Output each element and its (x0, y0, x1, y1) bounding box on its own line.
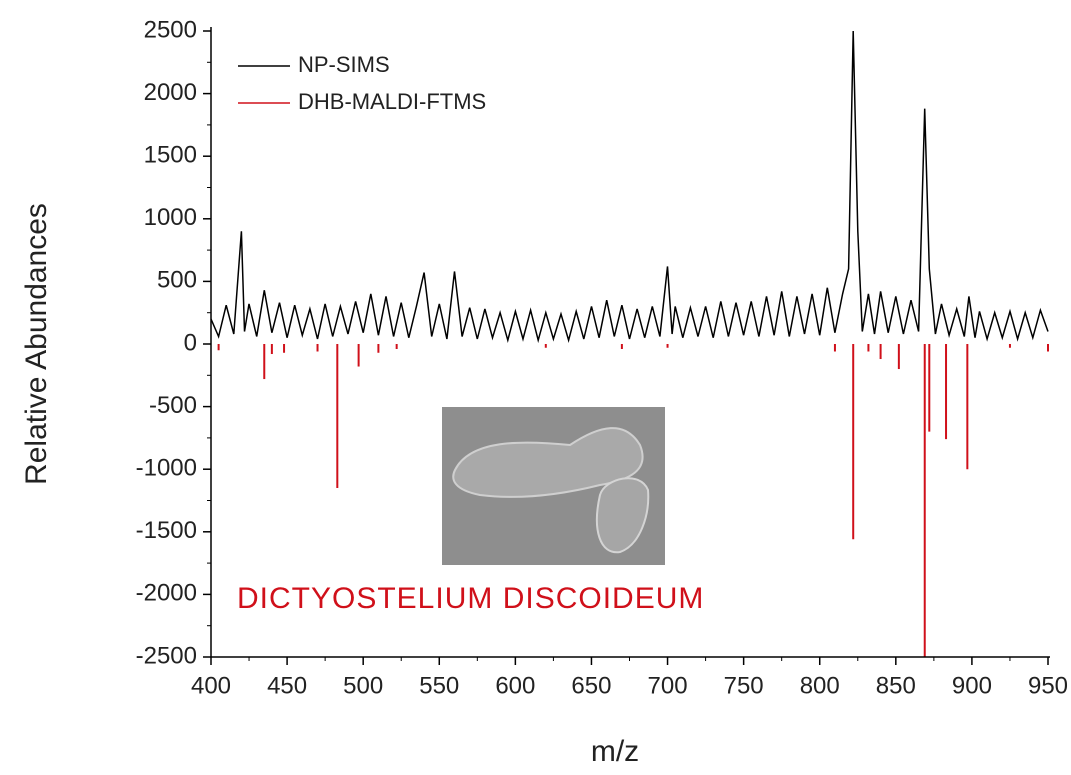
y-axis-label: Relative Abundances (20, 203, 53, 485)
x-tick-label: 500 (343, 672, 383, 699)
annotation: DICTYOSTELIUM DISCOIDEUM (237, 582, 704, 615)
y-tick-label: 2000 (144, 79, 197, 106)
x-tick-label: 950 (1028, 672, 1068, 699)
legend-label: NP-SIMS (298, 52, 390, 77)
x-tick-label: 650 (571, 672, 611, 699)
y-tick-label: 1000 (144, 204, 197, 231)
x-tick-label: 400 (191, 672, 231, 699)
x-tick-label: 750 (724, 672, 764, 699)
x-axis-label: m/z (591, 735, 639, 768)
legend-label: DHB-MALDI-FTMS (298, 89, 486, 114)
y-tick-label: -500 (149, 392, 197, 419)
x-tick-label: 900 (952, 672, 992, 699)
x-tick-label: 550 (419, 672, 459, 699)
x-tick-label: 800 (800, 672, 840, 699)
y-tick-label: 2500 (144, 16, 197, 43)
spectrum-line (210, 30, 1049, 344)
x-tick-label: 850 (876, 672, 916, 699)
y-tick-label: 0 (184, 329, 197, 356)
y-tick-label: -2000 (136, 580, 197, 607)
cell-image (442, 407, 665, 565)
y-tick-label: 1500 (144, 142, 197, 169)
y-tick-label: -2500 (136, 642, 197, 669)
x-tick-label: 700 (648, 672, 688, 699)
y-tick-label: -1500 (136, 517, 197, 544)
y-tick-label: 500 (157, 267, 197, 294)
x-tick-label: 450 (267, 672, 307, 699)
y-tick-label: -1000 (136, 455, 197, 482)
x-tick-label: 600 (495, 672, 535, 699)
